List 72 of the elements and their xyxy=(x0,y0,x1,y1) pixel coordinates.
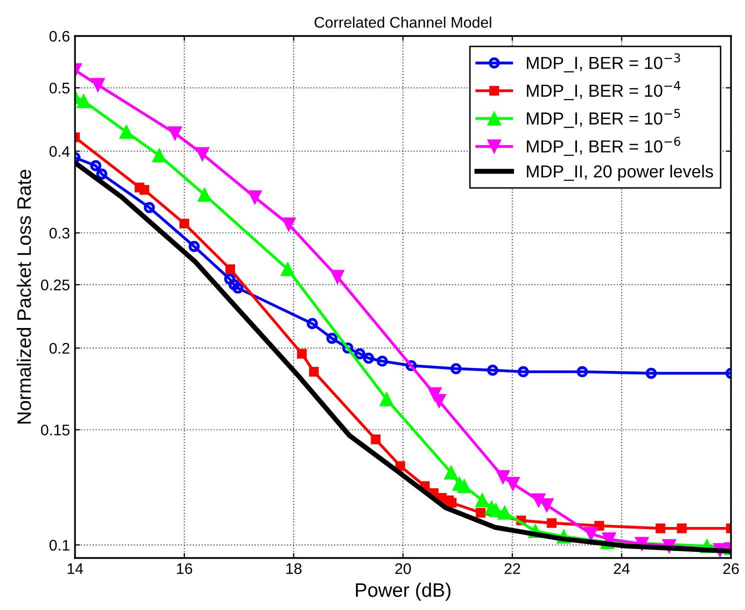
point xyxy=(446,498,457,508)
legend-label: MDP_I, BER = 10$^{−5}$ xyxy=(526,108,680,128)
point xyxy=(676,524,687,534)
point xyxy=(506,476,520,491)
point xyxy=(330,270,344,284)
x-tick-label: 22 xyxy=(504,563,520,574)
point xyxy=(487,364,498,376)
y-tick-label: 0.25 xyxy=(41,280,70,290)
x-tick-label: 16 xyxy=(177,563,192,574)
y-tick-label: 0.5 xyxy=(50,82,70,94)
x-tick-label: 18 xyxy=(286,563,302,574)
point xyxy=(297,348,307,359)
point xyxy=(496,470,510,484)
point xyxy=(168,126,182,140)
y-tick-label: 0.2 xyxy=(50,342,70,354)
point xyxy=(225,264,236,274)
point xyxy=(91,78,105,92)
y-tick-label: 0.4 xyxy=(50,146,70,157)
point xyxy=(119,125,134,139)
legend-label: MDP_I, BER = 10$^{−4}$ xyxy=(526,81,680,100)
legend-label: MDP_I, BER = 10$^{−6}$ xyxy=(526,136,680,156)
x-axis-title: Power (dB) xyxy=(356,582,450,601)
point xyxy=(576,366,588,378)
point xyxy=(532,493,546,508)
x-tick-label: 20 xyxy=(395,563,411,574)
point xyxy=(188,240,200,252)
y-tick-label: 0.15 xyxy=(41,424,70,436)
point xyxy=(228,279,240,290)
point xyxy=(518,366,529,378)
point xyxy=(232,282,244,294)
point xyxy=(248,190,262,204)
point xyxy=(198,188,212,202)
point xyxy=(498,506,512,520)
point xyxy=(195,147,210,161)
point xyxy=(488,503,503,518)
point xyxy=(546,518,557,528)
point xyxy=(363,352,374,364)
point xyxy=(179,218,190,228)
point xyxy=(306,318,318,330)
point xyxy=(326,332,338,344)
point xyxy=(280,262,295,276)
point xyxy=(475,493,490,508)
x-tick-label: 24 xyxy=(614,563,630,574)
point xyxy=(376,356,388,367)
point xyxy=(144,202,155,214)
point xyxy=(584,526,598,541)
point xyxy=(282,218,296,232)
point xyxy=(656,524,666,534)
point xyxy=(444,466,458,480)
x-tick-label: 14 xyxy=(68,563,84,574)
y-tick-label: 0.1 xyxy=(50,540,70,551)
point xyxy=(380,392,394,406)
point xyxy=(354,348,366,360)
x-tick-label: 26 xyxy=(723,563,739,574)
point xyxy=(309,366,319,377)
point xyxy=(450,363,462,374)
point xyxy=(370,434,381,444)
point xyxy=(90,160,102,172)
point xyxy=(152,148,166,162)
point xyxy=(96,168,108,180)
legend-label: MDP_I, BER = 10$^{−3}$ xyxy=(526,53,680,72)
y-axis-title: Normalized Packet Loss Rate xyxy=(16,170,32,424)
point xyxy=(140,185,150,195)
point xyxy=(476,508,486,518)
legend-label: MDP_II, 20 power levels xyxy=(526,164,714,182)
point xyxy=(76,94,91,108)
y-tick-label: 0.3 xyxy=(50,228,70,239)
point xyxy=(646,368,657,379)
chart-title: Correlated Channel Model xyxy=(314,16,492,28)
y-tick-label: 0.6 xyxy=(50,30,70,42)
point xyxy=(457,479,472,494)
point xyxy=(224,273,236,285)
